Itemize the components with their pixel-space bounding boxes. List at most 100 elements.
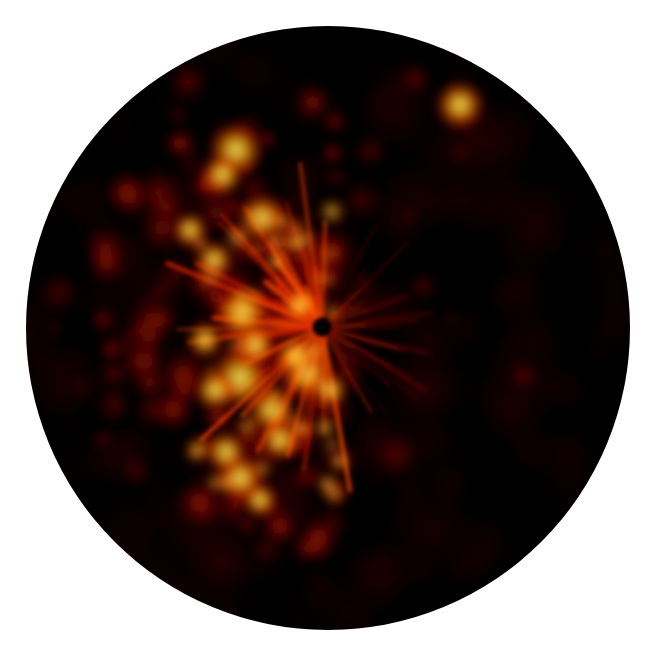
hot-spot (262, 227, 291, 256)
texture-blob (353, 274, 373, 294)
hot-spot (311, 383, 326, 398)
texture-blob (165, 59, 211, 105)
radial-streak (324, 334, 359, 394)
texture-blob (292, 82, 333, 123)
texture-blob (101, 361, 126, 386)
texture-blob (39, 446, 91, 499)
texture-blob (104, 169, 150, 216)
hot-spot (433, 78, 487, 132)
texture-blob (305, 569, 337, 602)
center-dark-spot (313, 318, 331, 336)
radial-streak (329, 331, 393, 368)
hot-spot (234, 413, 260, 439)
texture-blob (320, 142, 344, 166)
hot-spot (242, 204, 262, 224)
hot-spot (283, 227, 314, 258)
texture-blob (504, 426, 555, 476)
hot-spot (230, 287, 253, 310)
texture-blob (402, 206, 420, 224)
texture-blob (396, 505, 465, 574)
hot-spot (284, 411, 300, 427)
hot-spot (229, 382, 245, 398)
texture-blob (225, 41, 286, 102)
texture-blob (125, 293, 178, 347)
hot-spot (321, 481, 347, 506)
texture-blob (451, 143, 470, 162)
radial-streak (328, 331, 420, 400)
hot-spot (261, 384, 287, 409)
texture-blob (500, 169, 581, 250)
texture-blob (194, 504, 216, 526)
texture-blob (267, 592, 333, 630)
texture-blob (94, 386, 132, 424)
hot-spot (186, 321, 224, 359)
texture-blob (394, 482, 429, 516)
hot-spot (247, 287, 262, 303)
texture-blob (155, 560, 229, 630)
texture-blob (575, 217, 630, 278)
hot-spot (317, 196, 347, 227)
hot-spot (222, 221, 254, 254)
texture-blob (427, 459, 472, 504)
hot-spot (192, 367, 238, 413)
texture-blob (38, 272, 80, 314)
texture-blob (291, 465, 314, 489)
texture-blob (324, 165, 349, 190)
radial-streak (328, 293, 409, 326)
texture-blob (85, 242, 128, 285)
hot-spot (320, 244, 341, 265)
texture-blob (253, 535, 281, 564)
texture-blob (353, 134, 388, 169)
texture-blob (132, 391, 171, 430)
hot-spot (187, 445, 203, 462)
texture-blob (89, 306, 116, 333)
texture-blob (26, 297, 53, 354)
hot-spot (241, 481, 279, 519)
texture-blob (166, 103, 191, 128)
texture-blob (132, 512, 163, 543)
texture-blob (300, 514, 344, 558)
radial-streak (326, 332, 360, 368)
texture-blob (366, 536, 412, 582)
hot-spot (312, 414, 338, 441)
texture-blob (448, 537, 497, 587)
hot-spot (323, 275, 336, 289)
texture-blob (41, 315, 68, 342)
radial-streak (328, 332, 392, 388)
hot-spot (300, 337, 329, 366)
hot-spot (321, 434, 344, 456)
texture-blob (119, 454, 153, 488)
texture-blob (91, 428, 113, 450)
texture-blob (506, 359, 541, 393)
hot-spot (248, 242, 263, 257)
texture-blob (39, 373, 79, 412)
texture-blob (99, 108, 137, 145)
hot-spot (269, 210, 292, 233)
texture-blob (152, 280, 172, 300)
texture-blob (69, 373, 96, 401)
hot-spot (297, 420, 313, 437)
texture-blob (409, 272, 438, 300)
hot-spot (224, 331, 252, 359)
hot-spot (251, 457, 274, 480)
hot-spot (195, 261, 227, 293)
texture-blob (55, 164, 122, 231)
texture-blob (317, 582, 385, 630)
hot-spot (281, 286, 319, 324)
texture-blob (286, 186, 314, 215)
hot-spot (328, 450, 351, 473)
texture-blob (442, 309, 460, 327)
hot-spot (203, 429, 249, 475)
texture-blob (340, 178, 384, 223)
hot-spot (263, 249, 288, 273)
hot-spot (199, 152, 245, 198)
hot-spot (203, 365, 217, 379)
hot-spot (217, 473, 237, 493)
radial-streak (330, 327, 429, 354)
hot-spot (193, 237, 208, 251)
texture-blob (374, 433, 418, 478)
texture-blob (174, 147, 208, 180)
radial-streak (320, 220, 328, 319)
